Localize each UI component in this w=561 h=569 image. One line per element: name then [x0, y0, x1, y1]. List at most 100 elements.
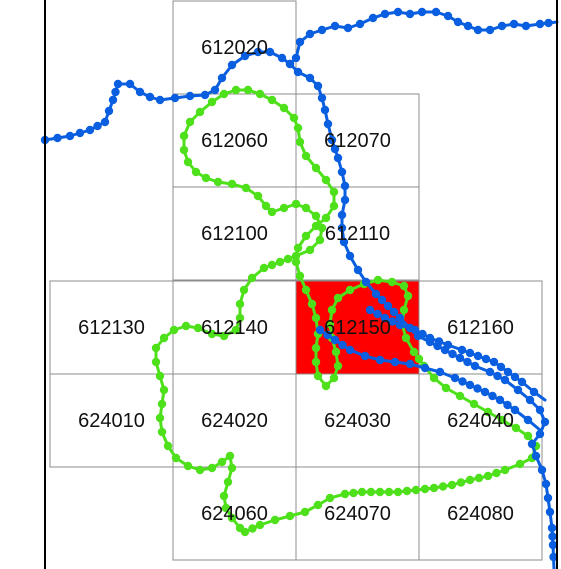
green-track-point — [515, 459, 525, 469]
blue-track-point — [277, 53, 287, 63]
green-track-point — [227, 463, 237, 473]
green-track-point — [151, 357, 161, 367]
blue-track-point — [75, 128, 85, 138]
green-track-line — [154, 88, 538, 534]
blue-track-point — [145, 92, 155, 102]
green-track-point — [255, 520, 265, 530]
blue-track-branch-3-point — [330, 335, 340, 345]
green-track-point — [227, 513, 237, 523]
blue-track-point — [217, 73, 227, 83]
green-track-point — [289, 113, 299, 123]
green-track-point — [201, 173, 211, 183]
green-track-point — [253, 191, 263, 201]
blue-track-point — [463, 21, 473, 31]
blue-track-branch-2-point — [481, 354, 491, 364]
grid-cell-624030[interactable] — [295, 373, 420, 468]
blue-track-branch-2-point — [425, 333, 435, 343]
green-track-point — [163, 441, 173, 451]
blue-track-point — [104, 106, 114, 116]
green-track-point — [311, 357, 321, 367]
blue-track-point — [200, 90, 210, 100]
grid-cell-label: 624040 — [447, 410, 514, 432]
green-track-point — [293, 123, 303, 133]
green-track-point — [159, 333, 169, 343]
green-track-point — [429, 483, 439, 493]
blue-track-branch-2-point — [373, 309, 382, 319]
grid-cell-612020[interactable] — [172, 0, 297, 95]
blue-track-branch-point — [317, 93, 327, 103]
green-track-point — [307, 299, 317, 309]
green-track-point — [279, 203, 289, 213]
tracks-layer — [40, 7, 559, 569]
blue-track-branch-3-point — [420, 363, 430, 373]
green-track-point — [414, 354, 424, 364]
blue-track-point — [227, 60, 237, 70]
blue-track-point — [317, 25, 327, 35]
blue-track-point — [93, 121, 102, 131]
green-track-point — [255, 89, 265, 99]
green-track-point — [329, 201, 339, 211]
blue-track-branch-3-point — [488, 391, 497, 401]
blue-track-branch-point — [535, 405, 545, 415]
blue-track-point — [85, 125, 95, 135]
blue-track-branch-point — [463, 357, 472, 367]
green-track-point — [321, 213, 331, 223]
green-track-point — [327, 305, 337, 315]
blue-track-branch-point — [531, 451, 541, 461]
blue-track-branch-2-point — [465, 348, 475, 358]
green-track-point — [267, 95, 277, 105]
grid-cell-612130[interactable] — [49, 280, 174, 375]
green-track-point — [291, 199, 301, 209]
blue-track-branch-point — [548, 532, 557, 541]
blue-track-point — [473, 25, 483, 35]
green-track-point — [279, 103, 289, 113]
blue-track-branch-3-point — [458, 377, 467, 386]
green-track-point — [325, 319, 335, 329]
blue-track-point — [393, 7, 403, 17]
green-track-point — [429, 373, 439, 383]
blue-track-branch-2-point — [510, 372, 520, 382]
grid-cell-624010[interactable] — [49, 373, 174, 468]
blue-track-branch-point — [541, 479, 551, 489]
green-track-point — [301, 231, 311, 241]
blue-track-branch-2-point — [496, 362, 506, 372]
grid-cell-label: 612110 — [325, 223, 390, 245]
green-track-point — [333, 293, 343, 303]
grid-cell-624070[interactable] — [295, 466, 420, 561]
blue-track-branch-point — [353, 265, 363, 275]
blue-track-branch-3-point — [338, 340, 347, 350]
green-track-point — [321, 381, 331, 391]
green-track-point — [169, 325, 179, 335]
green-track-point — [227, 179, 237, 189]
blue-track — [40, 7, 559, 145]
blue-track-point — [485, 25, 495, 35]
grid-cell-624080[interactable] — [418, 466, 543, 561]
blue-track-branch-3-point — [345, 345, 355, 355]
green-track-point — [207, 463, 217, 473]
green-track-point — [420, 484, 430, 494]
blue-track-branch-3 — [315, 325, 542, 432]
blue-track-point — [185, 91, 195, 101]
blue-track-branch-point — [545, 507, 555, 517]
blue-track-point — [330, 21, 340, 31]
grid-cell-label: 612140 — [201, 317, 268, 339]
green-track-point — [207, 329, 217, 339]
green-track-point — [403, 291, 413, 301]
green-track-point — [193, 323, 203, 333]
green-track-point — [219, 491, 229, 501]
green-track-point — [159, 385, 169, 395]
green-track-point — [373, 275, 383, 285]
green-track-point — [311, 211, 321, 221]
green-track-point — [241, 183, 251, 193]
grid-cell-label: 624030 — [324, 410, 391, 432]
green-track-point — [311, 313, 321, 323]
blue-track-branch-3-point — [480, 387, 490, 397]
grid-cell-label: 624080 — [447, 503, 514, 525]
blue-track-branch-point — [340, 195, 350, 205]
green-track-point — [219, 331, 229, 341]
grid-cell-612110[interactable] — [295, 186, 420, 281]
green-track-point — [179, 145, 189, 155]
blue-track-branch-2-point — [434, 337, 444, 346]
green-track-point — [181, 321, 191, 331]
blue-track-point — [291, 53, 301, 63]
